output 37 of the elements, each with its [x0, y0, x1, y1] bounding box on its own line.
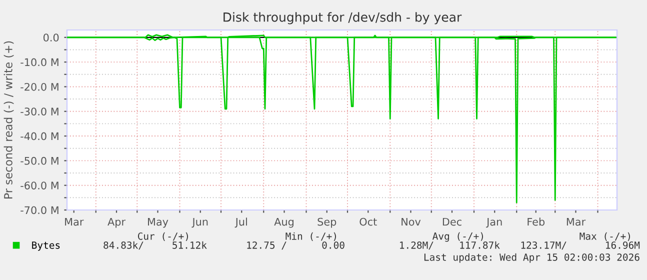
text: Avg (-/+) [432, 232, 483, 242]
text: 1.28M/ [400, 241, 434, 250]
y-tick-label: -60.0 M [20, 182, 58, 190]
chart-title: Disk throughput for /dev/sdh - by year [224, 12, 462, 24]
x-tick-label: Oct [360, 218, 377, 226]
x-tick-label: Sep [318, 218, 336, 228]
text: Max (-/+) [580, 232, 630, 241]
y-tick-label: -30.0 M [20, 108, 58, 116]
text: 123.17M/ [521, 241, 566, 250]
x-tick-label: May [148, 218, 168, 228]
x-tick-label: Jun [192, 218, 208, 228]
y-tick-label: -10.0 M [20, 58, 58, 66]
text: 0.00 [322, 241, 344, 249]
legend-label: Bytes [32, 242, 60, 251]
text: 51.12k [172, 241, 207, 249]
x-tick-label: Mar [566, 218, 586, 226]
x-tick-label: Feb [528, 218, 545, 226]
x-tick-label: Nov [402, 218, 421, 226]
y-tick-label: -70.0 M [20, 206, 58, 214]
text: 16.96M [606, 241, 640, 249]
x-tick-label: Jul [234, 218, 247, 228]
text: Min (-/+) [286, 232, 336, 241]
y-tick-label: 0.0 [43, 34, 59, 42]
text: Cur (-/+) [138, 232, 188, 241]
x-tick-label: Apr [108, 218, 126, 228]
x-tick-label: Dec [442, 218, 462, 226]
text: 12.75 / [247, 241, 286, 250]
text: 117.87k [460, 241, 500, 249]
x-tick-label: Mar [65, 218, 84, 226]
text: 84.83k/ [104, 241, 144, 250]
y-axis-title: Pr second read (-) / write (+) [4, 41, 14, 199]
y-tick-label: -50.0 M [20, 156, 58, 165]
x-tick-label: Jan [486, 218, 502, 228]
y-tick-label: -40.0 M [20, 132, 58, 140]
x-tick-label: Aug [274, 218, 294, 228]
text: Last update: Wed Apr 15 02:00:03 2026 [424, 253, 640, 263]
y-tick-label: -20.0 M [20, 82, 58, 91]
